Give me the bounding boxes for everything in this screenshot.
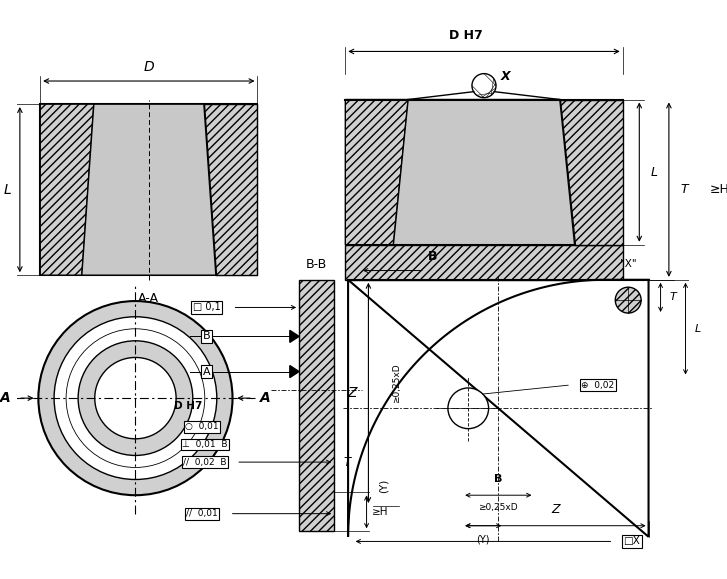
Text: ⊕  0,02: ⊕ 0,02: [581, 380, 614, 390]
Circle shape: [615, 287, 641, 313]
Circle shape: [39, 301, 233, 495]
Text: ⊥  0,01  B: ⊥ 0,01 B: [182, 440, 228, 449]
Polygon shape: [40, 104, 94, 275]
Text: T: T: [680, 183, 688, 196]
Circle shape: [448, 388, 489, 428]
Text: "X": "X": [620, 259, 637, 269]
Circle shape: [54, 317, 217, 479]
Text: ≥0,25xD: ≥0,25xD: [478, 503, 518, 512]
Text: A: A: [203, 367, 210, 376]
Text: A: A: [260, 391, 271, 405]
Text: B-B: B-B: [306, 258, 327, 270]
Text: B: B: [494, 474, 502, 484]
Text: A-A: A-A: [138, 292, 159, 305]
Text: B: B: [427, 250, 437, 263]
Polygon shape: [290, 331, 299, 342]
Circle shape: [472, 74, 496, 98]
Polygon shape: [290, 365, 299, 378]
Text: A: A: [0, 391, 11, 405]
Polygon shape: [82, 104, 216, 275]
Text: L: L: [4, 182, 12, 197]
Text: D: D: [143, 60, 154, 74]
Text: ○  0,01: ○ 0,01: [185, 423, 219, 431]
Text: T: T: [343, 456, 350, 468]
Text: Z: Z: [551, 504, 560, 516]
Polygon shape: [345, 100, 408, 245]
Polygon shape: [204, 104, 257, 275]
Text: L: L: [695, 324, 701, 334]
Text: ≥H: ≥H: [372, 507, 389, 517]
Circle shape: [78, 341, 193, 456]
Polygon shape: [40, 104, 257, 275]
Text: B: B: [203, 331, 210, 342]
Text: X: X: [501, 70, 510, 83]
Text: D H7: D H7: [174, 401, 203, 411]
Polygon shape: [299, 280, 334, 532]
Text: //  0,01: // 0,01: [186, 509, 218, 518]
Text: Z: Z: [347, 386, 356, 400]
Text: ≥0,25xD: ≥0,25xD: [392, 364, 401, 404]
Circle shape: [95, 357, 176, 439]
Text: L: L: [651, 166, 657, 178]
Polygon shape: [348, 280, 648, 537]
Text: T: T: [670, 292, 677, 302]
Text: //  0,02  B: // 0,02 B: [183, 457, 227, 467]
Polygon shape: [393, 100, 574, 245]
Text: □ 0,1: □ 0,1: [193, 302, 220, 313]
Polygon shape: [345, 245, 622, 280]
Text: □X: □X: [624, 536, 640, 547]
Text: D H7: D H7: [449, 29, 483, 42]
Polygon shape: [560, 100, 622, 245]
Text: ≥H: ≥H: [710, 183, 727, 196]
Text: (Y): (Y): [476, 535, 490, 545]
Text: (Y): (Y): [378, 478, 388, 493]
